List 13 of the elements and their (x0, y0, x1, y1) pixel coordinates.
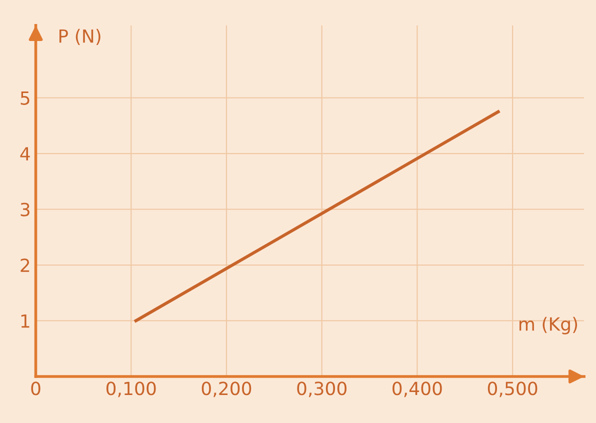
x-axis-title: m (Kg) (520, 316, 578, 334)
x-tick-label: 0,300 (297, 382, 346, 398)
x-tick-label: 0,100 (106, 382, 156, 398)
x-tick-label: 0 (31, 382, 40, 396)
y-axis-title: P (N) (59, 28, 100, 45)
x-tick-label: 0,400 (392, 382, 442, 398)
y-tick-label: 1 (21, 314, 30, 328)
x-tick-label: 0,200 (202, 382, 252, 398)
y-tick-label: 2 (20, 258, 30, 272)
x-tick-label: 0,500 (488, 382, 538, 398)
y-tick-label: 5 (20, 92, 30, 105)
y-tick-label: 3 (20, 202, 30, 216)
y-tick-label: 4 (20, 147, 30, 160)
